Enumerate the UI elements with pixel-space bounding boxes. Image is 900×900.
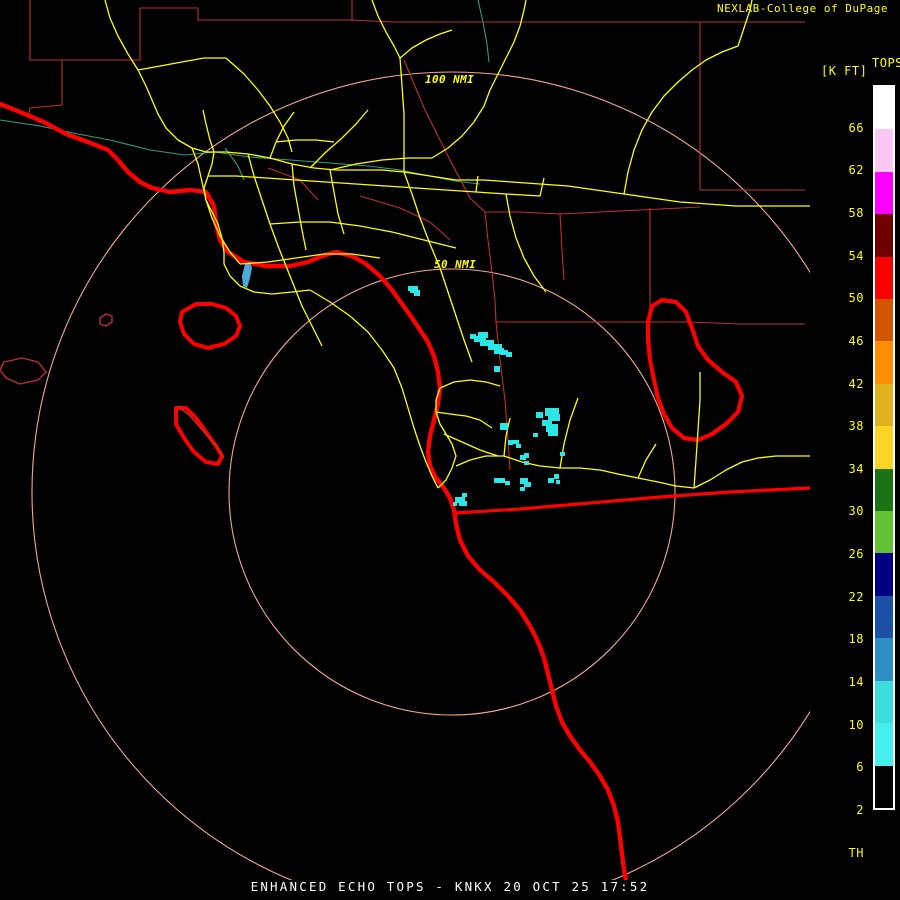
colorbar-band-62 (875, 129, 893, 172)
colorbar-band-2 (875, 765, 893, 808)
colorbar-tick-34: 34 (848, 461, 864, 476)
range-ring-label-100: 100 NMI (425, 73, 475, 86)
colorbar-tick-46: 46 (848, 333, 864, 348)
colorbar-tick-6: 6 (856, 760, 864, 775)
colorbar-band-46 (875, 299, 893, 342)
colorbar-tick-50: 50 (848, 291, 864, 306)
map-vector-layer (0, 0, 810, 880)
san-clemente-island (177, 405, 225, 459)
colorbar-tick-30: 30 (848, 504, 864, 519)
colorbar-tick-10: 10 (848, 717, 864, 732)
channel-islands-layer (0, 302, 242, 466)
colorbar-band-50 (875, 256, 893, 300)
san-nicolas-island (0, 357, 47, 385)
colorbar-band-22 (875, 553, 893, 596)
state-border-layer (454, 486, 810, 515)
colorbar-tick-62: 62 (848, 163, 864, 178)
mexico-us-border (454, 486, 810, 515)
radar-map-canvas[interactable]: 100 NMI 50 NMI (0, 0, 810, 880)
echo-cells-coastal (408, 286, 414, 291)
colorbar-tick-42: 42 (848, 376, 864, 391)
county-border-layer (27, 0, 805, 471)
colorbar-tick-26: 26 (848, 547, 864, 562)
provider-credit: NEXLAB-College of DuPage (717, 2, 888, 15)
salton-sea-layer (645, 297, 745, 443)
pacific-coastline (0, 101, 629, 880)
product-caption: ENHANCED ECHO TOPS - KNKX 20 OCT 25 17:5… (250, 879, 650, 894)
colorbar-band-38 (875, 383, 893, 427)
colorbar-band-14 (875, 638, 893, 681)
river-layer (0, 0, 490, 185)
colorbar-tick-22: 22 (848, 589, 864, 604)
water-body-layer (242, 262, 252, 288)
highway-layer (104, 0, 810, 489)
colorbar-band-10 (875, 680, 893, 724)
colorbar-panel: TOPS [K FT] 66 62 58 54 50 46 42 38 34 30 26 22 18 14… (810, 0, 900, 900)
colorbar-band-18 (875, 595, 893, 639)
range-ring-50nmi (228, 268, 676, 716)
colorbar-tick-54: 54 (848, 248, 864, 263)
colorbar-tick-TH: TH (848, 845, 864, 860)
colorbar-title: TOPS (872, 56, 900, 70)
colorbar-tick-38: 38 (848, 419, 864, 434)
colorbar-tick-2: 2 (856, 803, 864, 817)
colorbar-band-6 (875, 723, 893, 766)
colorbar-band-34 (875, 426, 893, 469)
colorbar-tick-66: 66 (848, 120, 864, 135)
san-diego-bay (242, 262, 252, 288)
colorbar-band-54 (875, 214, 893, 257)
colorbar-band-30 (875, 468, 893, 512)
colorbar-scale[interactable] (873, 85, 895, 810)
colorbar-tick-58: 58 (848, 205, 864, 220)
colorbar-tick-14: 14 (848, 675, 864, 690)
colorbar-band-58 (875, 171, 893, 215)
range-ring-group (31, 71, 810, 880)
range-ring-label-50: 50 NMI (434, 258, 477, 271)
santa-barbara-island (99, 313, 113, 327)
range-ring-100nmi (31, 71, 810, 880)
colorbar-tick-18: 18 (848, 632, 864, 647)
santa-catalina-island (174, 406, 224, 466)
colorbar-band-66plus (875, 87, 893, 130)
coastline-layer (0, 101, 629, 880)
colorbar-band-42 (875, 341, 893, 384)
colorbar-band-26 (875, 511, 893, 554)
colorbar-units: [K FT] (821, 64, 868, 78)
santa-cruz-island (178, 302, 242, 350)
salton-sea-outline (645, 297, 745, 443)
